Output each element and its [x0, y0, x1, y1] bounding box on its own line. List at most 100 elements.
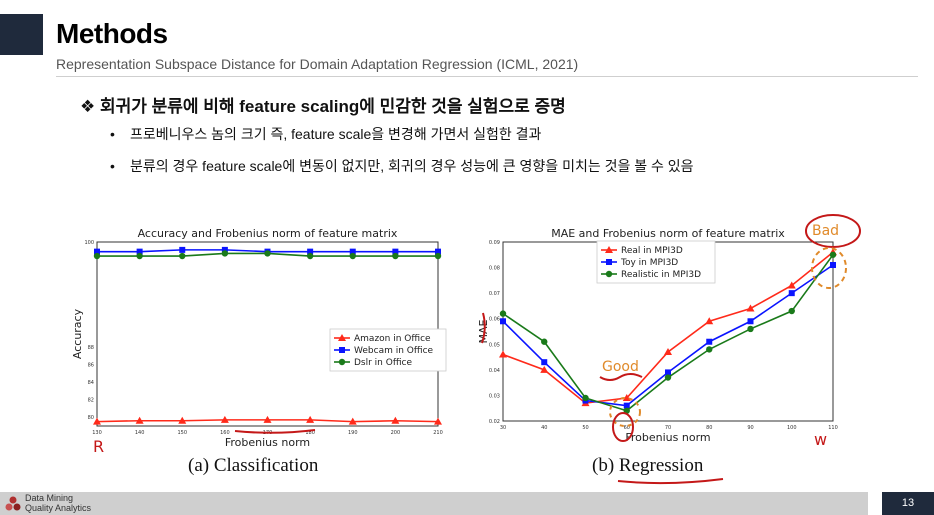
legend-swatch-marker — [339, 347, 345, 353]
data-point — [499, 350, 507, 358]
y-tick-label: 0.02 — [489, 419, 500, 425]
classification-chart-panel: Accuracy and Frobenius norm of feature m… — [60, 225, 455, 455]
legend: Amazon in Office Webcam in Office Dslr in … — [329, 328, 447, 372]
y-tick-label: 88 — [88, 345, 94, 351]
data-point — [306, 415, 315, 423]
sub-bullet-2-text: 분류의 경우 feature scale에 변동이 없지만, 회귀의 경우 성능… — [130, 158, 694, 174]
data-point — [221, 246, 228, 253]
data-point — [220, 415, 229, 423]
legend-label: Dslr in Office — [354, 358, 412, 368]
data-point — [434, 417, 442, 425]
x-tick-label: 100 — [787, 425, 797, 431]
data-point — [306, 252, 314, 260]
chart-title: MAE and Frobenius norm of feature matrix — [551, 227, 785, 240]
legend-label: Realistic in MPI3D — [621, 270, 701, 280]
footer-bar — [0, 492, 868, 515]
data-point — [93, 252, 101, 260]
data-point — [746, 304, 755, 312]
data-point — [582, 394, 589, 402]
data-point — [830, 262, 836, 269]
x-tick-label: 60 — [624, 425, 630, 431]
good-red-circle — [612, 412, 634, 442]
good-label: Good — [602, 359, 639, 375]
x-tick-label: 210 — [433, 430, 443, 436]
series-2 — [93, 250, 442, 260]
x-tick-label: 140 — [135, 430, 145, 436]
legend-label: Webcam in Office — [354, 346, 434, 356]
data-point — [706, 346, 713, 353]
x-tick-label: 150 — [177, 430, 187, 436]
data-point — [541, 338, 548, 345]
data-point — [829, 251, 837, 258]
y-tick-label: 0.05 — [489, 342, 500, 348]
slide-subtitle: Representation Subspace Distance for Dom… — [56, 56, 579, 72]
caption-classification: (a) Classification — [188, 455, 319, 476]
y-tick-label: 0.06 — [489, 317, 500, 323]
main-bullet: ❖ 회귀가 분류에 비해 feature scaling에 민감한 것을 실험으… — [80, 97, 566, 116]
footer-logo-text: Data Mining Quality Analytics — [25, 493, 91, 513]
data-point — [221, 250, 229, 257]
data-point — [788, 307, 795, 315]
y-tick-label: 80 — [88, 415, 94, 421]
left-xlabel-underline — [234, 429, 316, 434]
slide-title: Methods — [56, 18, 168, 49]
bad-label: Bad — [812, 223, 839, 239]
classification-chart: Accuracy and Frobenius norm of feature m… — [71, 227, 447, 449]
data-point — [94, 248, 100, 255]
data-point — [623, 402, 630, 409]
y-tick-label: 0.07 — [489, 291, 500, 297]
left-hand-mark: R — [93, 437, 104, 456]
data-point — [499, 310, 507, 317]
data-point — [392, 252, 399, 260]
x-tick-label: 160 — [220, 430, 230, 436]
y-tick-label: 0.03 — [489, 393, 500, 399]
right-hand-mark: w — [814, 430, 827, 449]
bad-dashed-circle — [811, 247, 847, 289]
bullet-dot-icon: • — [110, 158, 115, 174]
sub-bullet-1-text: 프로베니우스 놈의 크기 즉, feature scale을 변경해 가면서 실… — [130, 126, 542, 142]
footer-logo-line1: Data Mining — [25, 493, 74, 503]
footer-logo-line2: Quality Analytics — [25, 503, 92, 513]
corner-accent-block — [0, 14, 43, 55]
data-point — [93, 417, 101, 425]
legend-swatch-marker — [338, 334, 346, 341]
x-tick-label: 190 — [348, 430, 358, 436]
data-point — [706, 338, 713, 345]
y-tick-label: 0.08 — [489, 266, 500, 272]
data-point — [665, 369, 671, 376]
data-point — [787, 281, 796, 289]
data-point — [136, 248, 143, 255]
y-tick-label: 84 — [88, 380, 94, 386]
y-tick-label: 82 — [88, 398, 94, 404]
dmqa-logo-icon — [5, 496, 21, 511]
data-point — [788, 290, 795, 297]
data-point — [136, 252, 143, 260]
data-point — [349, 252, 356, 260]
legend-swatch-marker — [338, 358, 346, 366]
sub-bullet-2: • 분류의 경우 feature scale에 변동이 없지만, 회귀의 경우 성… — [110, 156, 694, 176]
legend-label: Real in MPI3D — [621, 246, 683, 256]
x-tick-label: 70 — [665, 425, 671, 431]
x-tick-label: 130 — [92, 430, 102, 436]
data-point — [307, 248, 314, 255]
page-number: 13 — [882, 492, 934, 515]
data-point — [263, 415, 272, 423]
data-point — [179, 246, 186, 253]
sub-bullet-1: • 프로베니우스 놈의 크기 즉, feature scale을 변경해 가면서 … — [110, 124, 541, 144]
good-dashed-circle — [609, 397, 641, 427]
good-underline — [599, 373, 643, 381]
data-point — [664, 347, 672, 355]
y-tick-label: 0.09 — [489, 240, 500, 246]
legend-swatch-marker — [605, 246, 613, 253]
x-tick-label: 180 — [305, 430, 315, 436]
regression-chart: MAE and Frobenius norm of feature matrix… — [477, 227, 838, 444]
data-point — [622, 393, 631, 401]
mae-underline — [481, 312, 486, 344]
data-point — [264, 250, 271, 257]
x-tick-label: 110 — [828, 425, 838, 431]
legend-swatch-marker — [605, 270, 613, 278]
data-point — [391, 416, 400, 424]
y-axis-label: Accuracy — [71, 308, 84, 359]
series-2 — [499, 251, 837, 414]
